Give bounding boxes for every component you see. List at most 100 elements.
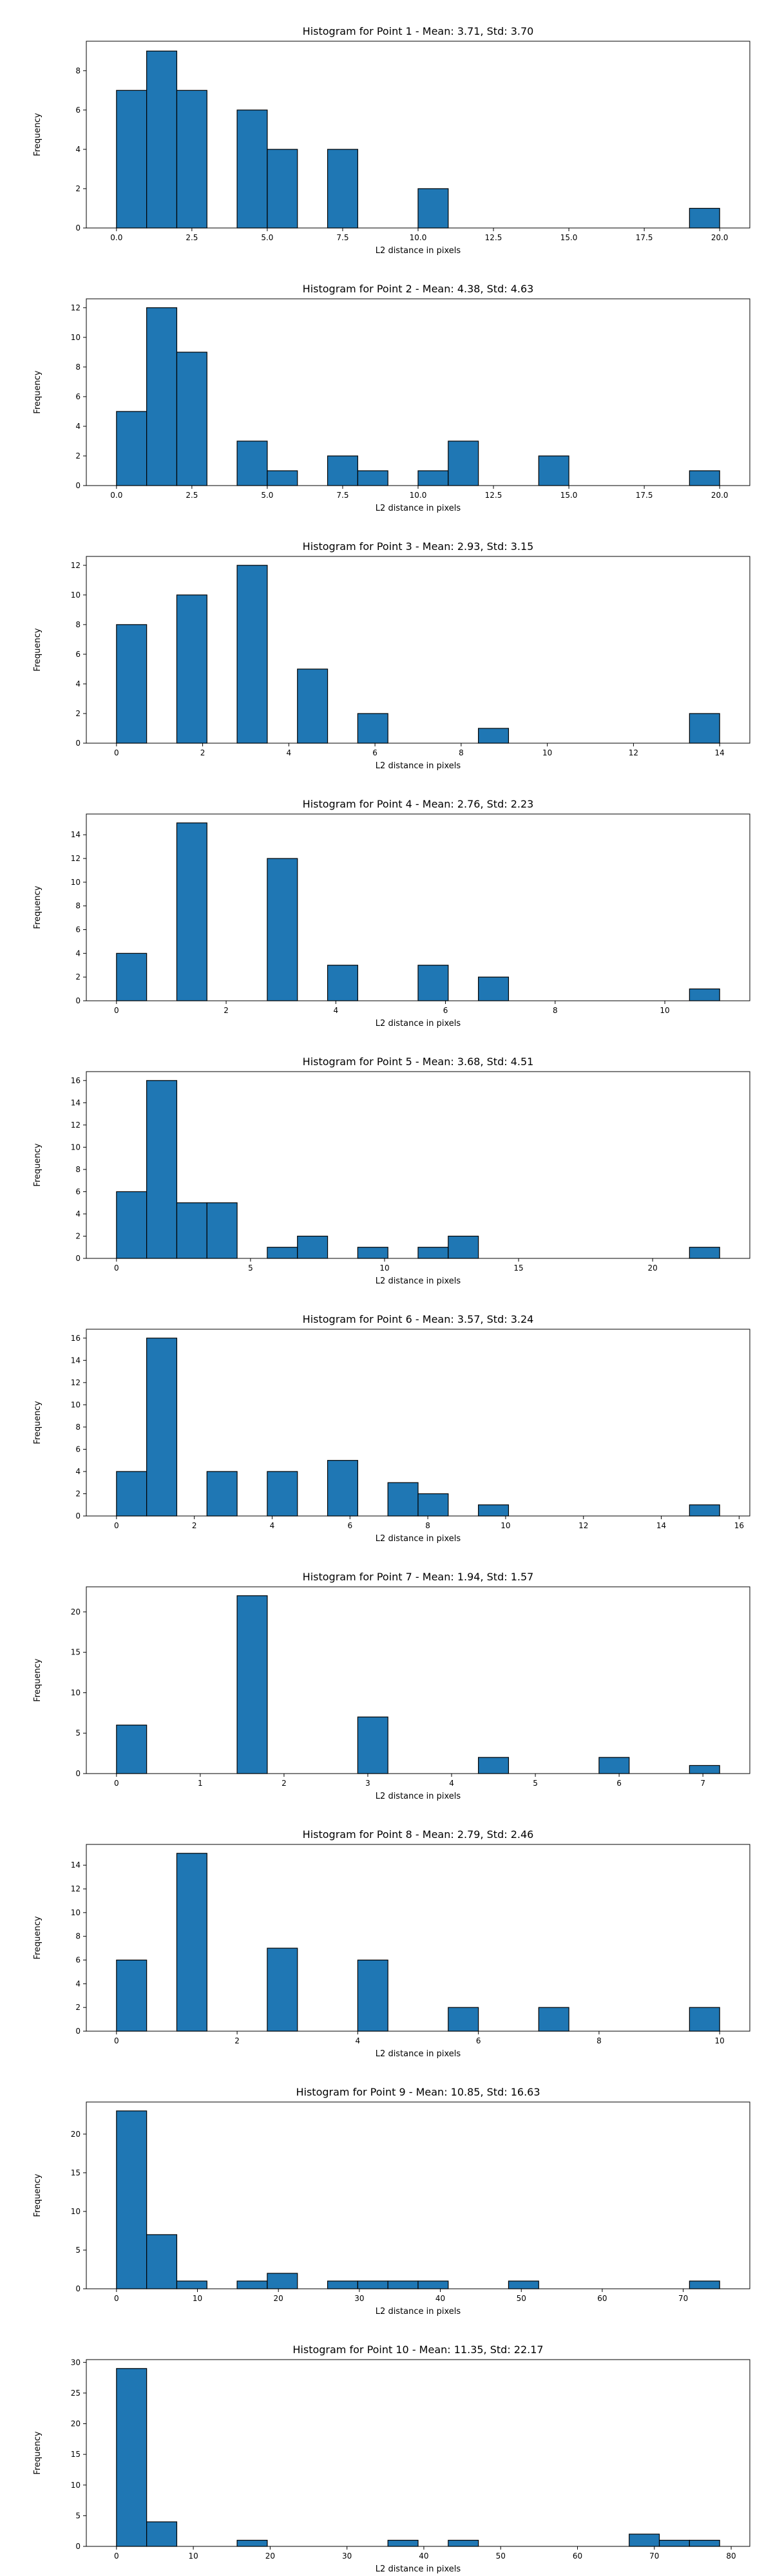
x-axis-label: L2 distance in pixels [376, 2564, 461, 2574]
histogram-bar [116, 1725, 148, 1774]
chart-title: Histogram for Point 5 - Mean: 3.68, Std:… [303, 1056, 534, 1068]
chart-title: Histogram for Point 3 - Mean: 2.93, Std:… [303, 540, 534, 553]
x-tick-label: 0 [114, 1264, 119, 1273]
y-axis-label: Frequency [33, 113, 43, 156]
y-tick-label: 2 [75, 451, 81, 460]
histogram-bar [176, 1202, 207, 1259]
x-tick-label: 30 [342, 2552, 352, 2561]
x-tick-label: 10 [379, 1264, 389, 1273]
axes-frame [86, 1071, 750, 1259]
histogram-bar [689, 1765, 720, 1774]
histogram-bar [146, 1338, 178, 1517]
y-tick-label: 12 [71, 854, 81, 863]
histogram-bar [267, 1247, 298, 1259]
chart-title: Histogram for Point 9 - Mean: 10.85, Std… [296, 2086, 540, 2098]
y-axis-label: Frequency [33, 1401, 43, 1444]
x-tick-label: 6 [347, 1521, 352, 1530]
y-tick-label: 10 [71, 1688, 81, 1697]
histogram-bar [417, 1247, 449, 1259]
y-tick-label: 20 [71, 2130, 81, 2139]
y-axis-label: Frequency [33, 2174, 43, 2217]
histogram-panel-7: Histogram for Point 7 - Mean: 1.94, Std:… [33, 1571, 750, 1801]
histogram-bar [116, 1191, 148, 1259]
histogram-bar [176, 822, 207, 1001]
x-tick-label: 0 [114, 2294, 119, 2303]
histogram-bar [236, 1595, 268, 1774]
y-tick-label: 12 [71, 1121, 81, 1130]
histogram-bar [327, 149, 358, 229]
histogram-bar [327, 965, 358, 1001]
x-tick-label: 4 [287, 748, 292, 757]
x-tick-label: 4 [333, 1006, 338, 1015]
histogram-bar [206, 1471, 238, 1517]
y-tick-label: 8 [75, 66, 81, 75]
y-tick-label: 0 [75, 2542, 81, 2551]
x-axis-label: L2 distance in pixels [376, 761, 461, 771]
x-tick-label: 80 [726, 2552, 736, 2561]
histogram-bar [357, 1716, 388, 1774]
x-tick-label: 2 [200, 748, 205, 757]
x-axis-label: L2 distance in pixels [376, 2307, 461, 2316]
y-tick-label: 10 [71, 333, 81, 342]
y-tick-label: 10 [71, 2207, 81, 2216]
y-tick-label: 8 [75, 1932, 81, 1941]
x-tick-label: 4 [270, 1521, 275, 1530]
histogram-bar [176, 1853, 207, 2032]
y-tick-label: 0 [75, 481, 81, 490]
histogram-bar [116, 1471, 148, 1517]
histogram-bar [176, 90, 207, 229]
histogram-bar [267, 1947, 298, 2032]
histogram-bar [116, 411, 148, 486]
x-tick-label: 7 [700, 1779, 705, 1788]
axes-frame [86, 556, 750, 744]
y-tick-label: 4 [75, 679, 81, 688]
x-tick-label: 20.0 [711, 233, 729, 242]
y-tick-label: 5 [75, 2511, 81, 2520]
histogram-bar [629, 2533, 660, 2547]
x-tick-label: 10 [193, 2294, 202, 2303]
histogram-bar [689, 470, 720, 486]
histogram-bar [417, 188, 449, 229]
y-tick-label: 20 [71, 1607, 81, 1616]
histogram-bar [417, 965, 449, 1001]
x-tick-label: 12 [578, 1521, 588, 1530]
x-tick-label: 0 [114, 1521, 119, 1530]
x-tick-label: 15 [513, 1264, 523, 1273]
y-tick-label: 4 [75, 1209, 81, 1218]
x-tick-label: 20 [265, 2552, 275, 2561]
histogram-bar [689, 1247, 720, 1259]
x-tick-label: 2 [282, 1779, 287, 1788]
x-tick-label: 2.5 [186, 233, 198, 242]
y-tick-label: 2 [75, 1489, 81, 1498]
histogram-bar [357, 470, 388, 486]
histogram-panel-8: Histogram for Point 8 - Mean: 2.79, Std:… [33, 1828, 750, 2059]
x-tick-label: 5.0 [261, 233, 273, 242]
y-tick-label: 4 [75, 1979, 81, 1988]
x-tick-label: 17.5 [636, 233, 653, 242]
y-tick-label: 4 [75, 145, 81, 154]
x-tick-label: 7.5 [336, 491, 348, 500]
y-tick-label: 6 [75, 1187, 81, 1196]
histogram-bar [176, 2280, 207, 2289]
histogram-bar [236, 109, 268, 229]
y-tick-label: 6 [75, 106, 81, 115]
x-tick-label: 14 [715, 748, 725, 757]
x-tick-label: 2 [234, 2036, 240, 2045]
x-tick-label: 50 [496, 2552, 506, 2561]
x-tick-label: 4 [356, 2036, 361, 2045]
x-tick-label: 30 [354, 2294, 364, 2303]
y-tick-label: 15 [71, 1648, 81, 1657]
x-tick-label: 20 [274, 2294, 283, 2303]
y-tick-label: 8 [75, 620, 81, 629]
x-tick-label: 8 [553, 1006, 558, 1015]
histogram-bar [448, 2007, 479, 2032]
y-tick-label: 14 [71, 1098, 81, 1107]
y-tick-label: 6 [75, 925, 81, 934]
y-tick-label: 16 [71, 1334, 81, 1343]
y-tick-label: 0 [75, 2027, 81, 2036]
histogram-bar [357, 1247, 388, 1259]
chart-title: Histogram for Point 4 - Mean: 2.76, Std:… [303, 798, 534, 810]
x-axis-label: L2 distance in pixels [376, 1534, 461, 1544]
